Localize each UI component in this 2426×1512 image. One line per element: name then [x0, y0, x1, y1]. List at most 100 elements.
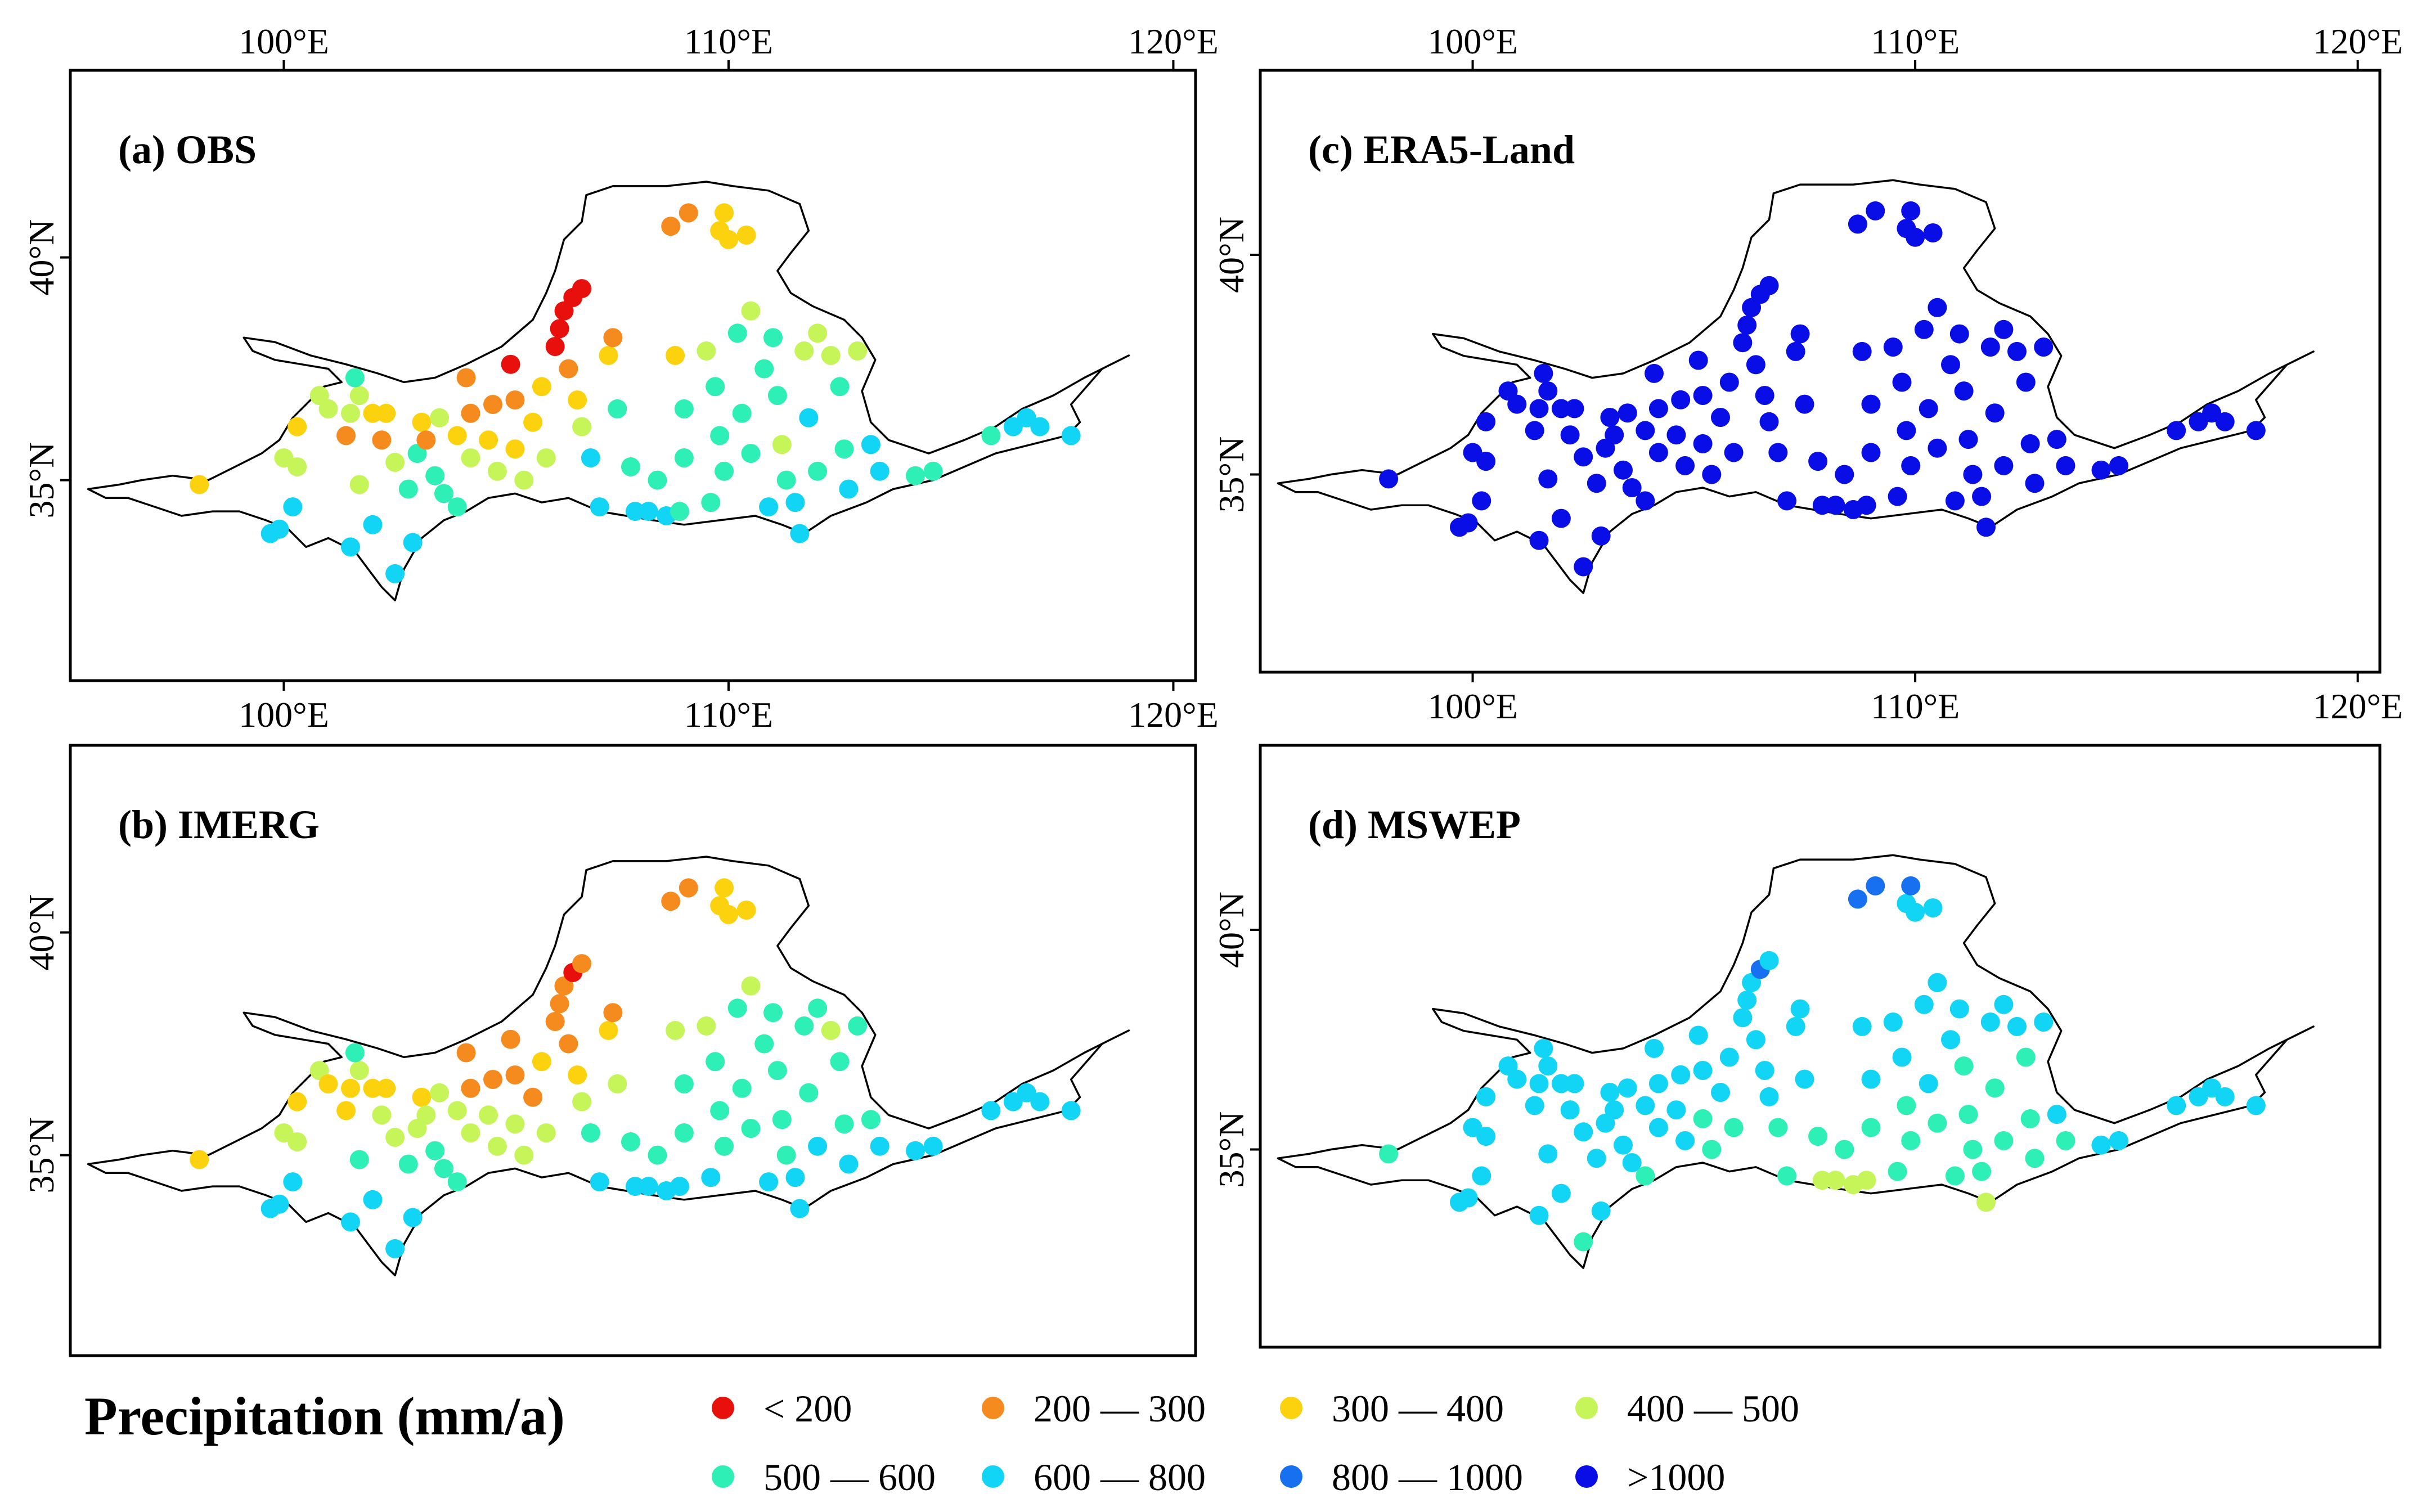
station-dot	[1030, 1092, 1050, 1112]
station-dot	[1795, 394, 1814, 414]
basin-outline	[1277, 854, 2315, 1270]
station-dot	[2167, 421, 2186, 440]
station-dot	[621, 457, 640, 476]
station-dot	[532, 1052, 551, 1072]
station-dot	[679, 203, 698, 223]
lat-tick-label: 35°N	[1211, 1112, 1251, 1188]
station-dot	[1688, 350, 1708, 370]
station-dot	[1529, 530, 1549, 550]
station-dot	[2056, 456, 2075, 475]
station-dot	[1600, 408, 1620, 427]
station-dot	[403, 533, 423, 552]
station-dot	[1061, 1101, 1081, 1120]
station-layer	[190, 878, 1081, 1258]
basin-outline	[1277, 179, 2315, 595]
station-dot	[736, 226, 756, 245]
station-dot	[736, 901, 756, 920]
station-dot	[759, 497, 779, 517]
station-dot	[839, 1154, 859, 1174]
legend-title: Precipitation (mm/a)	[84, 1386, 565, 1446]
station-dot	[2034, 1012, 2054, 1032]
lon-tick-label: 110°E	[1871, 21, 1960, 61]
station-dot	[385, 1239, 405, 1258]
lon-tick-label: 120°E	[1128, 21, 1219, 61]
station-dot	[1949, 999, 1969, 1019]
station-dot	[1985, 403, 2005, 423]
station-dot	[821, 345, 841, 365]
panel-title: (d) MSWEP	[1308, 802, 1521, 847]
station-dot	[1636, 421, 1655, 440]
station-dot	[2091, 1135, 2111, 1155]
station-dot	[719, 230, 738, 249]
station-dot	[2047, 1105, 2066, 1124]
station-dot	[719, 904, 738, 924]
station-dot	[1790, 999, 1810, 1019]
station-dot	[1719, 372, 1739, 392]
station-dot	[1976, 1192, 1996, 1212]
station-dot	[545, 1012, 565, 1031]
station-dot	[1883, 1012, 1903, 1032]
station-dot	[754, 359, 774, 379]
station-dot	[661, 217, 681, 236]
station-dot	[1574, 1122, 1593, 1142]
station-dot	[1985, 1078, 2005, 1098]
station-dot	[1923, 223, 1943, 242]
station-dot	[923, 461, 943, 481]
legend-swatch	[982, 1465, 1004, 1488]
lon-tick-label: 110°E	[1871, 686, 1960, 726]
station-dot	[767, 386, 787, 406]
station-dot	[1901, 456, 1921, 475]
station-dot	[1724, 1118, 1744, 1137]
station-dot	[674, 399, 694, 418]
station-dot	[447, 426, 467, 446]
station-dot	[341, 403, 360, 423]
station-dot	[1551, 1074, 1571, 1094]
station-dot	[1826, 496, 1845, 515]
station-dot	[1379, 469, 1399, 489]
station-dot	[336, 1101, 356, 1120]
station-dot	[1826, 1171, 1845, 1190]
station-dot	[501, 354, 520, 374]
station-dot	[2007, 1016, 2027, 1036]
station-dot	[523, 412, 543, 432]
station-dot	[767, 1061, 787, 1081]
station-dot	[345, 1043, 365, 1063]
station-dot	[1719, 1047, 1739, 1067]
legend: Precipitation (mm/a) < 200 200 — 300 300 — …	[84, 1386, 1799, 1498]
station-dot	[1538, 469, 1558, 489]
station-dot	[1693, 1109, 1713, 1128]
station-dot	[523, 1087, 543, 1107]
station-dot	[572, 954, 592, 974]
station-dot	[434, 484, 453, 503]
station-dot	[741, 976, 761, 996]
station-dot	[550, 319, 569, 339]
station-dot	[1711, 408, 1730, 427]
station-dot	[648, 470, 667, 490]
station-dot	[1941, 355, 1960, 375]
station-dot	[550, 994, 569, 1014]
station-dot	[1587, 474, 1606, 493]
station-dot	[1928, 1113, 1947, 1133]
station-dot	[1848, 889, 1867, 909]
station-dot	[1636, 1096, 1655, 1115]
station-dot	[1919, 1074, 1938, 1094]
station-dot	[430, 1083, 450, 1102]
station-dot	[1648, 443, 1668, 462]
station-dot	[568, 390, 587, 410]
station-dot	[1724, 443, 1744, 462]
station-dot	[2215, 1087, 2235, 1106]
station-dot	[1914, 320, 1934, 339]
station-dot	[1808, 1127, 1828, 1146]
station-dot	[1994, 456, 2014, 475]
station-dot	[1675, 456, 1695, 475]
station-dot	[1994, 320, 2014, 339]
station-dot	[870, 1136, 889, 1156]
station-dot	[349, 1061, 369, 1081]
station-dot	[666, 1020, 685, 1040]
station-dot	[1645, 363, 1664, 383]
station-dot	[2025, 474, 2045, 493]
station-dot	[741, 444, 761, 464]
panel-frame	[69, 744, 1197, 1357]
station-dot	[759, 1172, 779, 1192]
station-dot	[287, 417, 307, 436]
